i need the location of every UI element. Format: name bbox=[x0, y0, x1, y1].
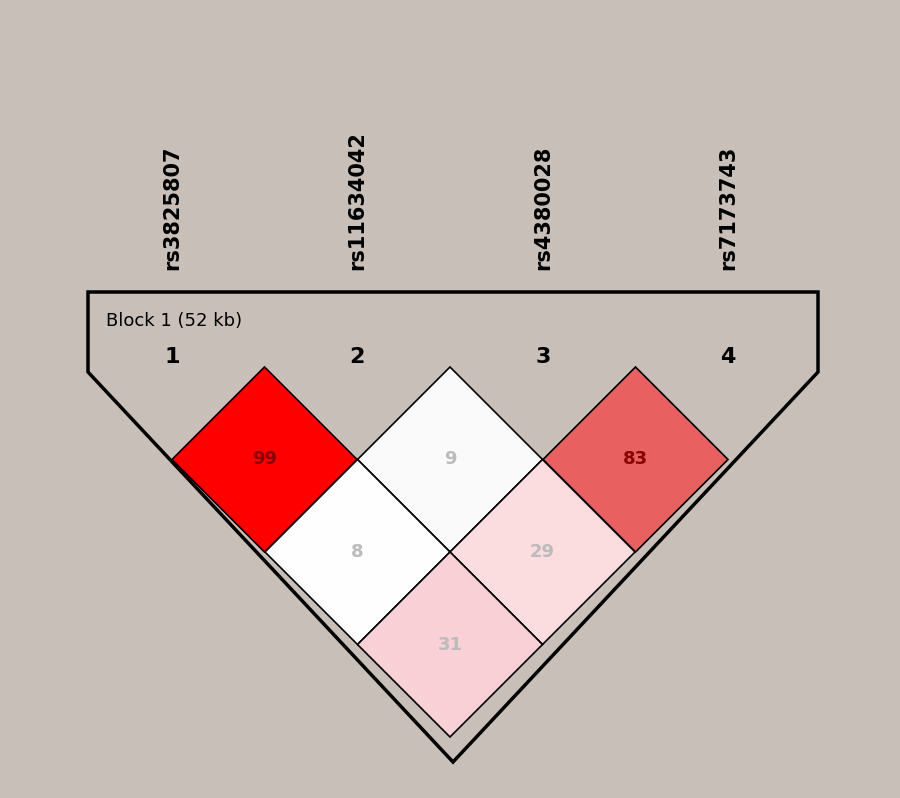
Polygon shape bbox=[543, 367, 728, 552]
Polygon shape bbox=[357, 367, 543, 552]
Polygon shape bbox=[265, 460, 450, 645]
Text: 8: 8 bbox=[351, 543, 364, 561]
Text: 99: 99 bbox=[252, 451, 277, 468]
Text: rs4380028: rs4380028 bbox=[533, 145, 553, 270]
Polygon shape bbox=[172, 367, 357, 552]
Polygon shape bbox=[357, 552, 543, 737]
Text: rs7173743: rs7173743 bbox=[718, 145, 738, 270]
Text: 83: 83 bbox=[623, 451, 648, 468]
Text: Block 1 (52 kb): Block 1 (52 kb) bbox=[106, 312, 242, 330]
Text: 31: 31 bbox=[437, 635, 463, 654]
Polygon shape bbox=[450, 460, 635, 645]
Text: rs3825807: rs3825807 bbox=[162, 145, 182, 270]
Text: 3: 3 bbox=[536, 347, 551, 367]
Text: 29: 29 bbox=[530, 543, 555, 561]
Text: 4: 4 bbox=[720, 347, 735, 367]
Text: rs11634042: rs11634042 bbox=[347, 131, 367, 270]
Text: 1: 1 bbox=[164, 347, 180, 367]
Polygon shape bbox=[88, 292, 818, 762]
Text: 9: 9 bbox=[444, 451, 456, 468]
Text: 2: 2 bbox=[349, 347, 364, 367]
